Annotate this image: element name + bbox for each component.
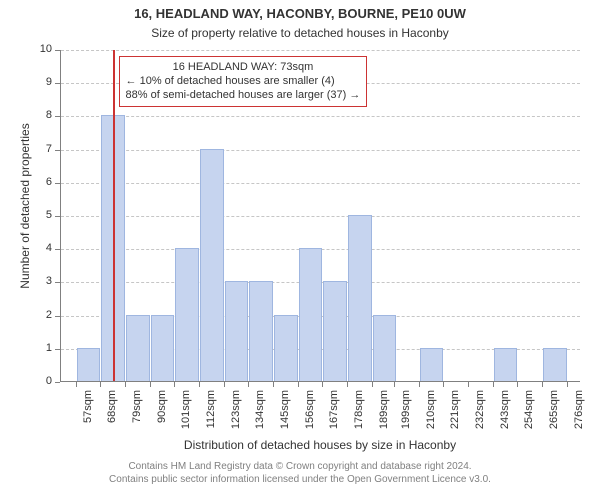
y-tick-label: 7 (32, 143, 52, 155)
y-tick-label: 1 (32, 342, 52, 354)
histogram-bar (323, 281, 347, 381)
attribution-text: Contains HM Land Registry data © Crown c… (0, 460, 600, 486)
x-axis-label: Distribution of detached houses by size … (60, 438, 580, 452)
x-tick-label: 156sqm (304, 390, 316, 440)
y-tick-label: 0 (32, 375, 52, 387)
x-tick-mark (150, 382, 151, 387)
x-tick-mark (100, 382, 101, 387)
chart-title: 16, HEADLAND WAY, HACONBY, BOURNE, PE10 … (0, 6, 600, 21)
y-tick-label: 9 (32, 76, 52, 88)
x-tick-mark (517, 382, 518, 387)
histogram-bar (225, 281, 249, 381)
attribution-line-1: Contains HM Land Registry data © Crown c… (128, 461, 471, 472)
annotation-line: 16 HEADLAND WAY: 73sqm (126, 61, 361, 75)
y-tick-mark (55, 116, 60, 117)
grid-line (61, 50, 580, 51)
histogram-bar (77, 348, 101, 381)
histogram-bar (543, 348, 567, 381)
y-tick-mark (55, 50, 60, 51)
x-tick-label: 178sqm (353, 390, 365, 440)
x-tick-label: 112sqm (205, 390, 217, 440)
y-tick-label: 5 (32, 209, 52, 221)
x-tick-label: 221sqm (449, 390, 461, 440)
x-tick-mark (174, 382, 175, 387)
x-tick-mark (394, 382, 395, 387)
y-tick-mark (55, 382, 60, 383)
x-tick-label: 101sqm (180, 390, 192, 440)
y-tick-mark (55, 349, 60, 350)
histogram-bar (249, 281, 273, 381)
x-tick-label: 57sqm (82, 390, 94, 440)
x-tick-label: 276sqm (573, 390, 585, 440)
x-tick-label: 265sqm (548, 390, 560, 440)
histogram-bar (151, 315, 175, 381)
y-tick-mark (55, 316, 60, 317)
x-tick-label: 232sqm (474, 390, 486, 440)
x-tick-label: 90sqm (156, 390, 168, 440)
x-tick-mark (199, 382, 200, 387)
x-tick-label: 199sqm (400, 390, 412, 440)
y-tick-label: 6 (32, 176, 52, 188)
x-tick-mark (372, 382, 373, 387)
x-tick-label: 189sqm (378, 390, 390, 440)
x-tick-label: 254sqm (523, 390, 535, 440)
x-tick-label: 79sqm (131, 390, 143, 440)
y-tick-mark (55, 150, 60, 151)
histogram-bar (373, 315, 397, 381)
x-tick-label: 210sqm (425, 390, 437, 440)
x-tick-mark (273, 382, 274, 387)
y-tick-mark (55, 183, 60, 184)
histogram-bar (494, 348, 518, 381)
y-tick-label: 3 (32, 275, 52, 287)
annotation-line: 88% of semi-detached houses are larger (… (126, 89, 361, 103)
grid-line (61, 150, 580, 151)
x-tick-mark (248, 382, 249, 387)
x-tick-mark (493, 382, 494, 387)
x-tick-mark (322, 382, 323, 387)
plot-area: 16 HEADLAND WAY: 73sqm← 10% of detached … (60, 50, 580, 382)
chart-subtitle: Size of property relative to detached ho… (0, 26, 600, 40)
x-tick-label: 167sqm (328, 390, 340, 440)
y-tick-label: 4 (32, 242, 52, 254)
histogram-bar (299, 248, 323, 381)
x-tick-mark (542, 382, 543, 387)
attribution-line-2: Contains public sector information licen… (109, 474, 491, 485)
y-tick-mark (55, 282, 60, 283)
x-tick-label: 243sqm (499, 390, 511, 440)
annotation-line: ← 10% of detached houses are smaller (4) (126, 75, 361, 89)
histogram-bar (420, 348, 444, 381)
grid-line (61, 216, 580, 217)
x-tick-mark (347, 382, 348, 387)
grid-line (61, 116, 580, 117)
histogram-bar (274, 315, 298, 381)
histogram-bar (126, 315, 150, 381)
x-tick-label: 145sqm (279, 390, 291, 440)
histogram-bar (200, 149, 224, 381)
x-tick-label: 68sqm (106, 390, 118, 440)
histogram-bar (348, 215, 372, 381)
grid-line (61, 183, 580, 184)
x-tick-mark (567, 382, 568, 387)
chart-container: 16, HEADLAND WAY, HACONBY, BOURNE, PE10 … (0, 0, 600, 500)
x-tick-mark (298, 382, 299, 387)
y-tick-mark (55, 216, 60, 217)
x-tick-mark (443, 382, 444, 387)
x-tick-label: 123sqm (230, 390, 242, 440)
reference-marker-line (113, 50, 115, 381)
x-tick-mark (468, 382, 469, 387)
y-tick-mark (55, 249, 60, 250)
y-tick-label: 10 (32, 43, 52, 55)
x-tick-label: 134sqm (254, 390, 266, 440)
x-tick-mark (76, 382, 77, 387)
y-tick-label: 8 (32, 109, 52, 121)
y-axis-label: Number of detached properties (18, 96, 32, 316)
x-tick-mark (419, 382, 420, 387)
y-tick-label: 2 (32, 309, 52, 321)
histogram-bar (175, 248, 199, 381)
annotation-box: 16 HEADLAND WAY: 73sqm← 10% of detached … (119, 56, 368, 107)
y-tick-mark (55, 83, 60, 84)
x-tick-mark (125, 382, 126, 387)
x-tick-mark (224, 382, 225, 387)
